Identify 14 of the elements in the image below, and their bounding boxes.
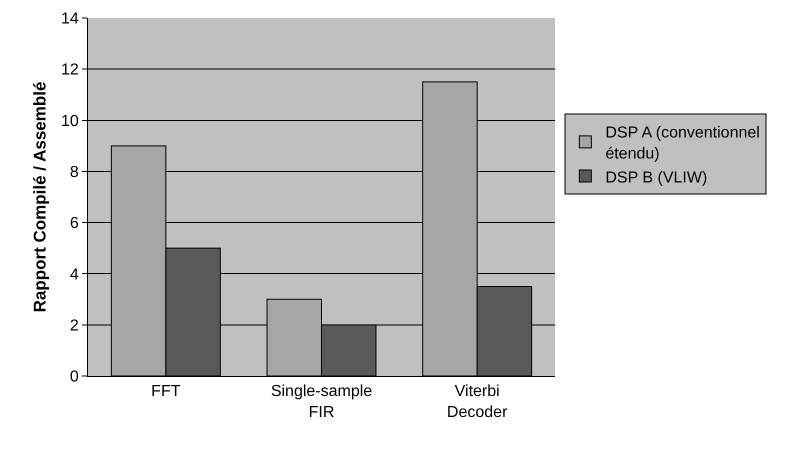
y-tick-label: 8 xyxy=(70,164,79,182)
y-tick-label: 6 xyxy=(70,215,79,232)
y-tick-label: 0 xyxy=(70,368,79,386)
y-tick-label: 12 xyxy=(61,62,79,79)
legend-label: DSP A (conventionnel étendu) xyxy=(605,124,760,162)
x-tick-label: FFT xyxy=(151,383,181,400)
x-tick-label: Viterbi Decoder xyxy=(446,383,508,421)
y-tick-label: 14 xyxy=(61,10,79,28)
y-tick-label: 2 xyxy=(70,317,79,334)
y-tick-label: 4 xyxy=(70,266,79,284)
y-axis-title: Rapport Compilé / Assemblé xyxy=(30,82,50,312)
x-tick-label: Single-sample FIR xyxy=(270,383,372,421)
y-tick-label: 10 xyxy=(61,112,79,130)
legend-label: DSP B (VLIW) xyxy=(605,169,708,186)
